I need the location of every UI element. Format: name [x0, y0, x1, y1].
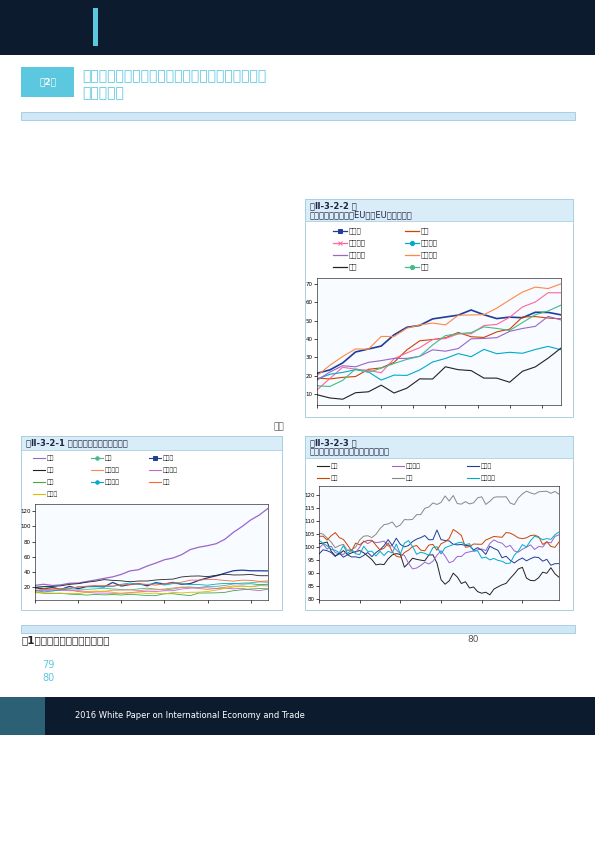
Bar [21, 112, 575, 120]
Text: スペイン: スペイン [349, 240, 366, 247]
Text: 日本: 日本 [47, 467, 55, 473]
Text: 米国: 米国 [406, 475, 414, 481]
Text: 80: 80 [467, 636, 478, 644]
Text: 第Ⅱ-3-2-2 図: 第Ⅱ-3-2-2 図 [310, 201, 357, 210]
Text: ドイツ: ドイツ [349, 227, 362, 234]
Text: 2016 White Paper on International Economy and Trade: 2016 White Paper on International Econom… [75, 711, 305, 721]
Bar [93, 8, 98, 46]
Bar [305, 436, 573, 610]
Text: ドイツをはじめとする地域産業・地域輸出拡大の: ドイツをはじめとする地域産業・地域輸出拡大の [82, 69, 266, 83]
Bar [0, 697, 595, 735]
Text: イタリア: イタリア [105, 479, 120, 485]
Text: 米国: 米国 [421, 264, 430, 270]
Bar [305, 436, 573, 458]
Text: 日本: 日本 [349, 264, 358, 270]
Text: 英国: 英国 [421, 227, 430, 234]
Bar [0, 0, 595, 55]
Text: 要因・要素: 要因・要素 [82, 86, 124, 100]
Text: 日本: 日本 [331, 463, 339, 469]
Text: 79: 79 [42, 660, 54, 670]
Text: 第2節: 第2節 [39, 77, 56, 87]
Text: 中国: 中国 [47, 456, 55, 461]
Text: （1）ドイツの雇用と地域格差: （1）ドイツの雇用と地域格差 [21, 635, 109, 645]
Bar [21, 67, 74, 97]
Bar [0, 697, 45, 735]
Text: 韓国: 韓国 [47, 479, 55, 485]
Bar [21, 436, 282, 610]
Bar [305, 199, 573, 417]
Bar [305, 199, 573, 221]
Bar [21, 625, 575, 633]
Bar [21, 436, 282, 450]
Text: 第Ⅱ-3-2-1 図　輸出上位国の輸出推移: 第Ⅱ-3-2-1 図 輸出上位国の輸出推移 [26, 439, 128, 447]
Text: ドイツ: ドイツ [481, 463, 492, 469]
Text: 第Ⅱ-3-2-3 図: 第Ⅱ-3-2-3 図 [310, 439, 356, 447]
Text: ロシア: ロシア [47, 491, 58, 497]
Text: イタリア: イタリア [481, 475, 496, 481]
Text: 米国: 米国 [105, 456, 112, 461]
Text: 英国: 英国 [163, 479, 171, 485]
Text: オランダ: オランダ [105, 467, 120, 473]
Text: 主要国の輸出推移（EUは非EU向けのみ）: 主要国の輸出推移（EUは非EU向けのみ） [310, 210, 413, 220]
Text: 主要国の実質実効為替レートの推移: 主要国の実質実効為替レートの推移 [310, 447, 390, 456]
Text: 英国: 英国 [331, 475, 339, 481]
Text: オランダ: オランダ [421, 252, 438, 258]
Text: ７８: ７８ [274, 423, 284, 431]
Text: フランス: フランス [406, 463, 421, 469]
Text: フランス: フランス [163, 467, 178, 473]
Text: イタリア: イタリア [421, 240, 438, 247]
Text: ドイツ: ドイツ [163, 456, 174, 461]
Text: 80: 80 [42, 673, 54, 683]
Text: フランス: フランス [349, 252, 366, 258]
